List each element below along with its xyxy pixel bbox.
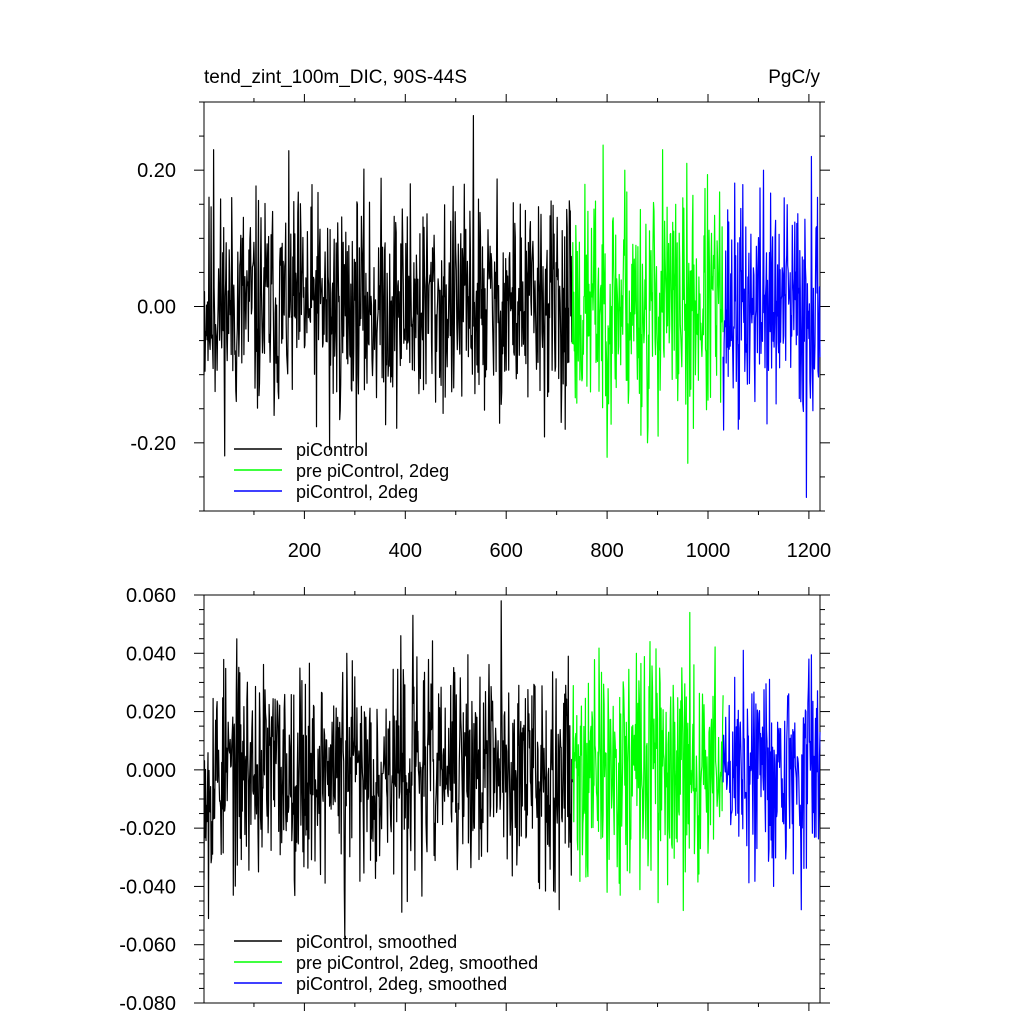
series-line-picontrol-2deg-smoothed	[722, 649, 821, 911]
legend-label: piControl, 2deg, smoothed	[296, 974, 507, 994]
legend-label: piControl	[296, 440, 368, 460]
legend-label: pre piControl, 2deg	[296, 461, 449, 481]
x-axis	[253, 587, 810, 1011]
x-tick-label: 400	[389, 540, 422, 562]
y-tick-label: 0.20	[137, 160, 176, 182]
y-tick-label: -0.020	[119, 818, 176, 840]
x-tick-label: 1200	[787, 540, 832, 562]
bottom-panel: 0.060 0.040 0.020 0.000 -0.020 -0.040 -0.060 -0…	[119, 585, 830, 1015]
units-label: PgC/y	[768, 67, 820, 88]
y-tick-label: 0.020	[126, 702, 176, 724]
chart-title: tend_zint_100m_DIC, 90S-44S	[204, 67, 467, 88]
legend-label: piControl, 2deg	[296, 482, 418, 502]
series-line-picontrol-2deg	[722, 155, 821, 498]
y-tick-label: 0.060	[126, 585, 176, 607]
y-axis: 0.060 0.040 0.020 0.000 -0.020 -0.040 -0.060 -0…	[119, 585, 830, 1015]
legend-label: pre piControl, 2deg, smoothed	[296, 953, 538, 973]
top-panel: 200 400 600 800 1000 1200 0.20 0.00 -0.20 piContr…	[130, 94, 831, 562]
series-line-pre-picontrol-2deg	[571, 144, 724, 464]
x-tick-label: 200	[288, 540, 321, 562]
y-tick-label: 0.00	[137, 297, 176, 319]
y-tick-label: -0.040	[119, 876, 176, 898]
x-tick-label: 600	[490, 540, 523, 562]
y-tick-label: -0.080	[119, 993, 176, 1015]
y-tick-label: 0.000	[126, 760, 176, 782]
y-tick-label: 0.040	[126, 643, 176, 665]
series-line-picontrol	[203, 114, 573, 457]
legend-label: piControl, smoothed	[296, 932, 457, 952]
x-tick-label: 800	[590, 540, 623, 562]
x-axis: 200 400 600 800 1000 1200	[253, 94, 832, 562]
y-tick-label: -0.060	[119, 935, 176, 957]
y-tick-label: -0.20	[130, 433, 176, 455]
series-line-pre-picontrol-2deg-smoothed	[571, 611, 724, 912]
x-tick-label: 1000	[686, 540, 731, 562]
y-axis: 0.20 0.00 -0.20	[130, 101, 830, 512]
series-line-picontrol-smoothed	[203, 600, 573, 940]
